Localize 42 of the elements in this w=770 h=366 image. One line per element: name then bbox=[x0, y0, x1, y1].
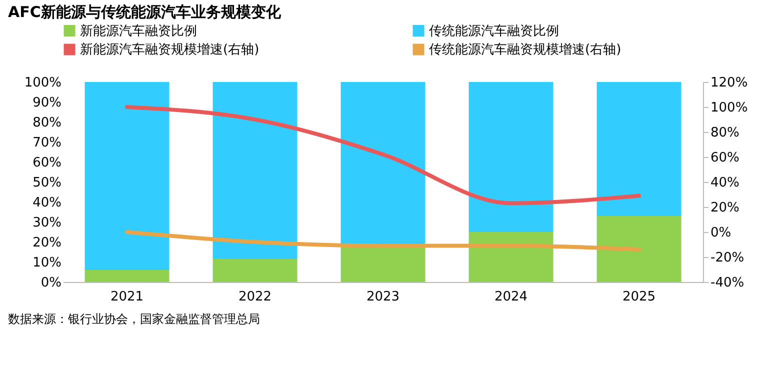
y-tick-label: 60% bbox=[32, 156, 62, 170]
legend-label: 新能源汽车融资规模增速(右轴) bbox=[80, 42, 260, 58]
y2-tick-label: 20% bbox=[710, 200, 740, 216]
y2-tick-label: -20% bbox=[710, 250, 744, 266]
source-note: 数据来源：银行业协会，国家金融监督管理总局 bbox=[8, 312, 260, 326]
x-tick-label: 2021 bbox=[110, 290, 144, 304]
bar bbox=[84, 82, 170, 270]
legend-label: 传统能源汽车融资比例 bbox=[429, 24, 559, 39]
y2-tick-label: 100% bbox=[710, 100, 748, 116]
y2-tick-label: -40% bbox=[710, 276, 744, 290]
x-tick-label: 2023 bbox=[366, 290, 400, 304]
legend-label: 传统能源汽车融资规模增速(右轴) bbox=[429, 42, 622, 58]
y2-tick-label: 80% bbox=[710, 126, 740, 140]
x-tick-label: 2025 bbox=[622, 290, 656, 304]
x-tick-label: 2022 bbox=[238, 290, 272, 304]
y-tick-label: 90% bbox=[32, 96, 62, 110]
y-tick-label: 100% bbox=[24, 76, 62, 90]
line-series bbox=[125, 105, 641, 206]
bar bbox=[340, 82, 426, 244]
y-tick-label: 50% bbox=[32, 176, 62, 190]
bar bbox=[468, 232, 554, 282]
x-tick-label: 2024 bbox=[494, 290, 528, 304]
bar bbox=[212, 259, 298, 282]
y-tick-label: 0% bbox=[40, 276, 62, 290]
y-tick-label: 20% bbox=[32, 236, 62, 250]
y2-tick-label: 40% bbox=[710, 176, 740, 190]
bar bbox=[596, 216, 682, 282]
y2-tick-label: 120% bbox=[710, 76, 748, 90]
y-tick-label: 70% bbox=[32, 136, 62, 150]
y2-tick-label: 0% bbox=[710, 226, 732, 240]
y2-tick-label: 60% bbox=[710, 150, 740, 166]
y-tick-label: 40% bbox=[32, 196, 62, 210]
bar bbox=[596, 82, 682, 216]
y-tick-label: 80% bbox=[32, 116, 62, 130]
bar bbox=[468, 82, 554, 232]
y-tick-label: 30% bbox=[32, 216, 62, 230]
y-tick-label: 10% bbox=[32, 256, 62, 270]
bar bbox=[84, 270, 170, 282]
line-series bbox=[125, 230, 641, 252]
chart-title: AFC新能源与传统能源汽车业务规模变化 bbox=[8, 3, 282, 21]
legend-label: 新能源汽车融资比例 bbox=[80, 24, 197, 39]
bar bbox=[212, 82, 298, 259]
